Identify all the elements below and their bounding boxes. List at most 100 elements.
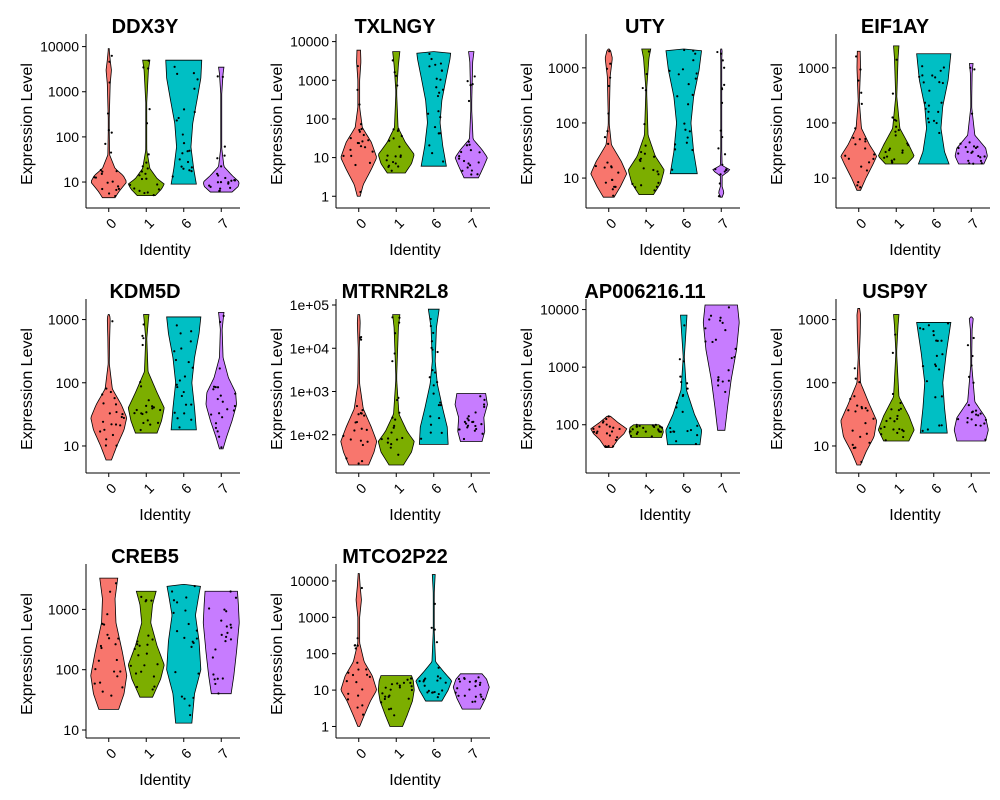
data-point xyxy=(733,355,736,359)
data-point xyxy=(640,184,643,187)
data-point xyxy=(618,427,621,431)
data-point xyxy=(683,122,686,125)
data-point xyxy=(860,91,863,94)
data-point xyxy=(634,186,637,189)
data-point xyxy=(603,136,607,139)
x-tick-label: 6 xyxy=(178,215,195,232)
data-point xyxy=(635,432,638,435)
data-point xyxy=(716,50,719,54)
data-point xyxy=(147,67,150,70)
violin-group-1 xyxy=(127,590,165,698)
data-point xyxy=(190,403,193,406)
data-point xyxy=(719,52,723,55)
data-point xyxy=(609,62,612,65)
data-point xyxy=(172,611,175,614)
data-point xyxy=(108,81,111,84)
data-point xyxy=(140,170,144,173)
violin-group-7 xyxy=(712,48,731,198)
x-tick-label: 0 xyxy=(103,480,120,497)
data-point xyxy=(429,415,432,418)
data-point xyxy=(687,83,690,86)
data-point xyxy=(711,340,714,344)
data-point xyxy=(639,157,643,160)
data-point xyxy=(603,166,606,169)
data-point xyxy=(614,438,618,442)
data-point xyxy=(592,430,596,433)
data-point xyxy=(172,599,176,602)
data-point xyxy=(974,409,978,412)
data-point xyxy=(216,430,219,433)
data-point xyxy=(385,159,388,162)
data-point xyxy=(653,189,656,192)
data-point xyxy=(865,432,868,435)
data-point xyxy=(93,682,96,685)
data-point xyxy=(437,404,441,407)
data-point xyxy=(152,675,156,678)
data-point xyxy=(142,337,145,340)
data-point xyxy=(390,431,393,434)
data-point xyxy=(596,430,599,433)
data-point xyxy=(721,380,724,383)
data-point xyxy=(152,194,155,197)
data-point xyxy=(347,692,350,695)
data-point xyxy=(104,142,107,145)
data-point xyxy=(927,104,931,107)
data-point xyxy=(101,393,104,396)
data-point xyxy=(434,371,437,374)
data-point xyxy=(940,424,943,427)
data-point xyxy=(189,340,192,343)
data-point xyxy=(187,360,190,364)
data-point xyxy=(967,159,970,162)
data-point xyxy=(483,398,486,401)
data-point xyxy=(655,185,658,188)
data-point xyxy=(669,430,672,434)
data-point xyxy=(668,69,671,72)
y-tick-label: 1000 xyxy=(548,60,579,76)
data-point xyxy=(901,151,904,154)
data-point xyxy=(466,426,469,429)
data-point xyxy=(727,369,730,372)
data-point xyxy=(182,108,186,111)
data-point xyxy=(883,425,886,429)
data-point xyxy=(394,74,398,77)
violin-group-6 xyxy=(665,314,702,446)
violin-group-7 xyxy=(202,590,240,695)
data-point xyxy=(894,134,897,137)
data-point xyxy=(182,167,185,170)
data-point xyxy=(709,314,713,317)
data-point xyxy=(139,428,142,432)
violin-group-7 xyxy=(953,316,989,442)
data-point xyxy=(957,152,960,155)
violin-chart-svg: 10 100 1000 10000 0 1 6 7 Identity Expression Lev… xyxy=(19,34,240,259)
data-point xyxy=(217,174,220,177)
data-point xyxy=(135,408,138,412)
data-point xyxy=(360,123,363,126)
data-point xyxy=(979,424,982,427)
data-point xyxy=(675,406,678,409)
data-point xyxy=(844,154,847,157)
data-point xyxy=(101,170,104,173)
data-point xyxy=(227,182,230,185)
violin-group-1 xyxy=(127,314,165,434)
data-point xyxy=(151,407,154,410)
data-point xyxy=(966,344,970,347)
data-point xyxy=(931,74,934,77)
data-point xyxy=(173,411,176,414)
data-point xyxy=(642,426,645,429)
data-point xyxy=(362,133,365,137)
data-point xyxy=(428,376,431,379)
data-point xyxy=(922,81,925,84)
data-point xyxy=(156,183,159,186)
data-point xyxy=(466,417,469,420)
data-point xyxy=(145,161,148,164)
data-point xyxy=(354,647,357,650)
data-point xyxy=(358,103,361,106)
data-point xyxy=(721,135,724,139)
data-point xyxy=(109,590,112,593)
data-point xyxy=(474,424,477,428)
data-point xyxy=(901,149,904,152)
y-tick-label: 10000 xyxy=(540,302,579,318)
data-point xyxy=(214,422,218,425)
data-point xyxy=(935,339,938,342)
